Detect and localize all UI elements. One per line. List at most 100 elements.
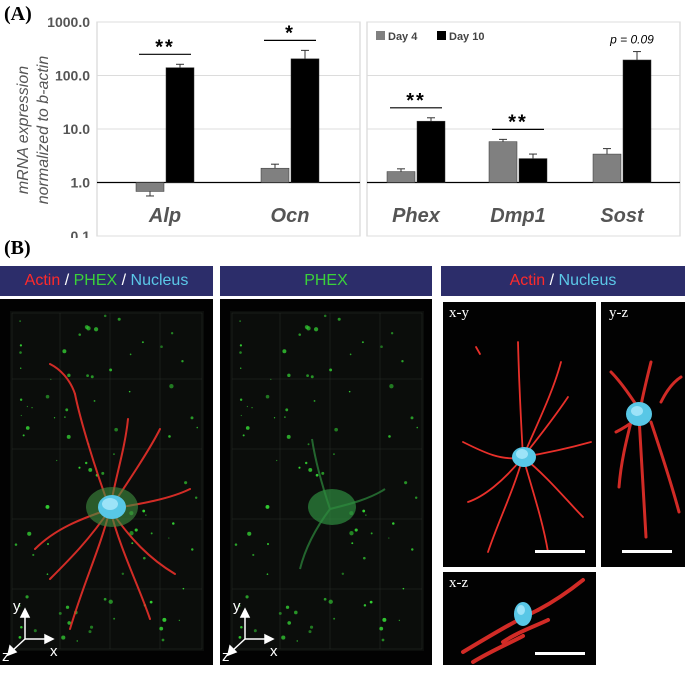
phex-dot (78, 333, 82, 336)
header-nucleus-label: Nucleus (558, 272, 617, 289)
phex-dot (62, 349, 67, 354)
phex-dot (108, 599, 113, 604)
phex-dot (296, 640, 298, 642)
phex-dot (64, 416, 66, 418)
phex-dot (121, 572, 125, 576)
phex-dot (306, 374, 309, 378)
yz-view-label: y-z (609, 305, 629, 321)
bar (386, 171, 416, 183)
phex-dot (315, 473, 319, 477)
phex-dot (160, 345, 163, 349)
phex-dot (389, 384, 394, 389)
phex-dot (253, 629, 257, 633)
y-tick-label: 100.0 (55, 68, 90, 84)
phex-dot (285, 408, 289, 412)
phex-dot (149, 600, 153, 604)
xz-micrograph (461, 578, 585, 664)
phex-dot (363, 604, 367, 607)
phex-dot (88, 467, 93, 472)
phex-dot (45, 504, 50, 509)
header-phex-label: PHEX (73, 272, 118, 289)
phex-dot (61, 635, 66, 640)
phex-dot (381, 638, 385, 642)
phex-dot (337, 317, 341, 321)
phex-dot (19, 344, 23, 347)
y-tick-label: 0.1 (71, 228, 91, 238)
phex-dot (273, 417, 276, 419)
phex-dot (117, 317, 121, 321)
phex-dot (298, 466, 301, 469)
phex-dot (159, 626, 164, 631)
p-value-annotation: p = 0.09 (609, 33, 654, 47)
phex-dot (265, 394, 270, 399)
phex-dot (128, 390, 131, 393)
phex-dot (304, 325, 309, 329)
z-axis-label: z (2, 648, 10, 665)
phex-dot (398, 619, 401, 622)
phex-dot (113, 453, 115, 455)
phex-dot (18, 635, 22, 639)
phex-dot (285, 605, 290, 609)
y-axis-label-line2: normalized to b-actin (35, 56, 52, 205)
phex-dot (416, 426, 419, 429)
phex-dot (388, 435, 391, 438)
significance-stars: ** (406, 90, 426, 112)
phex-dot (240, 414, 242, 417)
phex-dot (27, 531, 32, 536)
phex-dot (278, 611, 282, 615)
bar (622, 59, 652, 183)
phex-dot (31, 406, 33, 409)
x-axis-label: x (50, 643, 58, 660)
phex-dot (184, 481, 188, 485)
gene-label: Alp (148, 205, 181, 227)
phex-dot (321, 471, 325, 475)
phex-dot (14, 543, 18, 546)
legend-label: Day 10 (449, 31, 484, 43)
phex-dot (238, 635, 242, 639)
phex-dot (365, 514, 367, 516)
z-axis-label: z (222, 648, 230, 665)
y-axis-label: y (13, 598, 21, 615)
phex-dot (25, 426, 30, 430)
header-separator: / (60, 272, 74, 289)
phex-dot (411, 548, 414, 551)
phex-dot (103, 597, 107, 601)
phex-dot (270, 378, 272, 380)
phex-dot (323, 314, 327, 318)
phex-dot (88, 630, 92, 634)
phex-dot (351, 542, 354, 545)
phex-dot (19, 351, 22, 354)
phex-dot (131, 542, 134, 545)
phex-dot (134, 528, 138, 532)
phex-dot (78, 466, 81, 469)
bar (135, 182, 165, 192)
phex-dot (379, 626, 384, 631)
bar (416, 120, 446, 183)
phex-dot (76, 640, 78, 642)
phex-dot (20, 414, 22, 417)
phex-dot (309, 625, 314, 629)
phex-dot (382, 617, 387, 622)
phex-dot (246, 405, 249, 408)
phex-dot (247, 531, 252, 536)
header-phex-only-label: PHEX (304, 272, 348, 289)
phex-dot (287, 621, 292, 625)
phex-dot (58, 611, 62, 615)
phex-dot (240, 626, 243, 629)
xy-view-image: x-y (443, 302, 596, 567)
header-actin-nucleus: Actin / Nucleus (441, 266, 685, 296)
x-axis-label: x (270, 643, 278, 660)
phex-dot (129, 353, 132, 356)
bar (165, 67, 195, 183)
phex-dot (45, 394, 50, 399)
phex-dot (404, 481, 408, 485)
phex-dot (181, 360, 184, 363)
phex-dot (142, 509, 146, 513)
y-axis-label: y (233, 598, 241, 615)
phex-dot (341, 572, 345, 576)
header-nucleus-label: Nucleus (130, 272, 189, 289)
scale-bar (535, 550, 585, 553)
significance-stars: ** (155, 36, 175, 58)
phex-dot (294, 610, 298, 615)
phex-dot (162, 617, 167, 622)
